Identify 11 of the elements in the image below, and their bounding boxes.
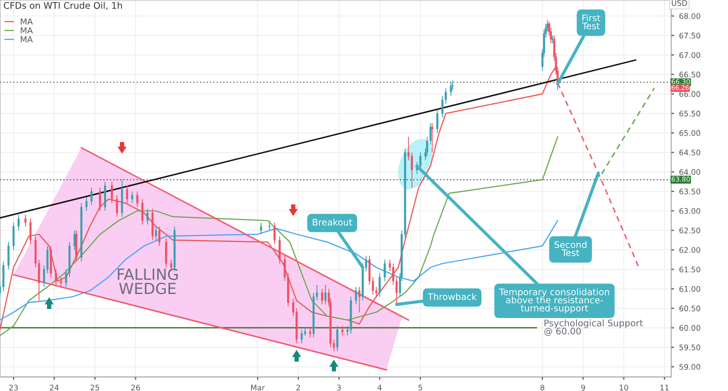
annotation: FALLING WEDGE (118, 268, 178, 294)
annotation: First Test (582, 14, 600, 30)
annotation: Breakout (312, 218, 352, 226)
chart-title: CFDs on WTI Crude Oil, 1h (4, 2, 122, 10)
annotation: Temporary consolidation above the resistance- turned-support (499, 288, 610, 314)
legend-label: MA (20, 27, 33, 34)
annotation: Throwback (428, 293, 477, 300)
legend-label: MA (20, 36, 33, 42)
ref-line-label: Psychological Support @ 60.00 (544, 319, 643, 336)
annotation: Second Test (554, 241, 586, 256)
legend-label: MA (20, 18, 33, 25)
